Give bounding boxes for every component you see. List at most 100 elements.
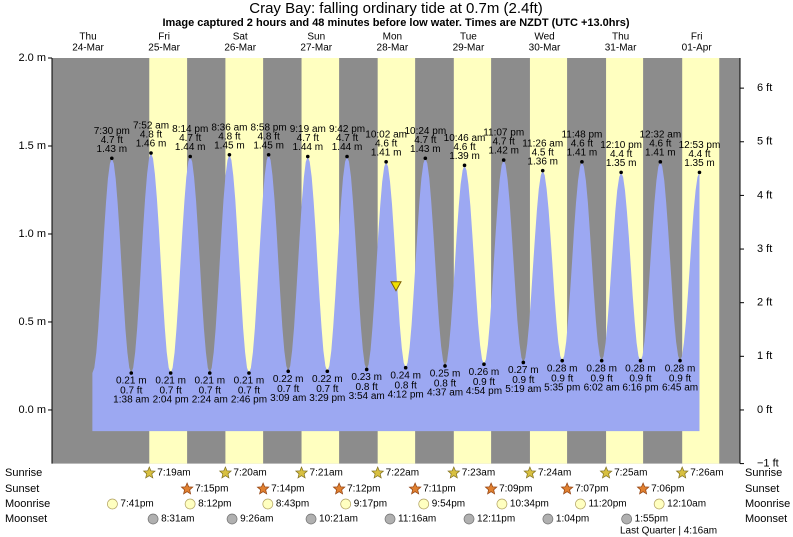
tide-point xyxy=(345,154,349,159)
y-tick-label: 1.5 m xyxy=(18,140,46,152)
tide-label: 1.44 m xyxy=(175,142,206,153)
event-icon xyxy=(184,498,196,510)
row-label: Sunrise xyxy=(745,467,782,479)
tide-label: 0.24 m xyxy=(390,370,421,381)
tide-label: 10:46 am xyxy=(444,133,486,144)
tide-point xyxy=(521,360,526,365)
chart-subtitle: Image captured 2 hours and 48 minutes be… xyxy=(162,17,629,29)
row-label: Moonrise xyxy=(5,498,50,510)
tide-point xyxy=(305,154,310,159)
day-date: 27-Mar xyxy=(300,43,332,54)
event-icon xyxy=(575,498,586,510)
tide-label: 10:02 am xyxy=(365,129,407,140)
tide-label: 6:45 am xyxy=(662,382,698,393)
y2-tick-label: 6 ft xyxy=(757,82,772,94)
event-time: 7:09pm xyxy=(499,484,532,495)
tide-point xyxy=(227,152,232,157)
tide-label: 1.44 m xyxy=(332,142,363,153)
tide-label: 0.28 m xyxy=(586,363,617,374)
tide-point xyxy=(462,163,467,168)
event-time: 10:21am xyxy=(319,514,358,525)
event-icon xyxy=(408,482,422,495)
y2-tick-label: 1 ft xyxy=(757,350,772,362)
tide-label: 9:19 am xyxy=(290,124,326,135)
event-time: 8:43pm xyxy=(276,499,309,510)
tide-label: 6:16 pm xyxy=(622,382,658,393)
tide-label: 0.9 ft xyxy=(669,373,691,384)
tide-point xyxy=(501,158,506,162)
tide-label: 0.25 m xyxy=(430,369,461,380)
event-icon xyxy=(599,466,613,479)
tide-label: 1.35 m xyxy=(684,158,715,169)
event-time: 9:26am xyxy=(240,514,273,525)
tide-label: 4.7 ft xyxy=(414,135,436,146)
event-icon xyxy=(447,466,461,479)
tide-label: 0.8 ft xyxy=(434,379,456,390)
day-weekday: Mon xyxy=(383,32,402,43)
tide-point xyxy=(384,160,388,164)
event-icon xyxy=(147,513,159,525)
tide-label: 4.7 ft xyxy=(493,137,515,148)
event-time: 7:23am xyxy=(462,468,495,479)
y-tick-label: 1.0 m xyxy=(18,228,46,240)
event-icon xyxy=(675,466,689,479)
event-icon xyxy=(340,498,352,510)
event-time: 12:10am xyxy=(667,499,706,510)
tide-point xyxy=(168,371,173,375)
row-label: Moonset xyxy=(5,513,47,525)
tide-label: 1.43 m xyxy=(97,144,128,155)
tide-point xyxy=(638,358,643,363)
tide-label: 0.26 m xyxy=(469,367,500,378)
tide-label: 0.21 m xyxy=(194,376,225,387)
day-weekday: Sun xyxy=(307,32,325,43)
event-time: 7:20am xyxy=(233,468,266,479)
tide-point xyxy=(286,369,291,374)
y-tick-label: 0.5 m xyxy=(18,316,46,328)
tide-label: 11:48 pm xyxy=(561,129,602,140)
tide-label: 1.39 m xyxy=(449,151,480,162)
event-time: 7:07pm xyxy=(575,484,608,495)
event-time: 7:26am xyxy=(690,468,723,479)
tide-label: 4.7 ft xyxy=(336,133,358,144)
tide-label: 2:24 am xyxy=(192,395,228,406)
event-time: 9:54pm xyxy=(432,499,465,510)
tide-label: 12:10 pm xyxy=(600,140,642,151)
row-label: Moonset xyxy=(745,513,787,525)
row-label: Moonrise xyxy=(745,498,790,510)
y2-tick-label: 0 ft xyxy=(757,404,772,416)
tide-label: 0.21 m xyxy=(234,376,265,387)
event-icon xyxy=(218,466,232,479)
tide-label: 0.27 m xyxy=(508,365,539,376)
event-time: 7:06pm xyxy=(651,484,684,495)
tide-point xyxy=(658,160,663,164)
tide-label: 1.41 m xyxy=(567,147,598,158)
event-icon xyxy=(262,498,274,510)
event-icon xyxy=(496,498,508,510)
event-icon xyxy=(384,513,396,525)
tide-label: 7:52 am xyxy=(133,121,169,132)
tide-label: 1:38 am xyxy=(113,395,149,406)
tide-point xyxy=(266,152,271,157)
tide-label: 0.9 ft xyxy=(551,373,573,384)
tide-label: 4.4 ft xyxy=(688,149,710,160)
tide-point xyxy=(325,369,330,374)
tide-label: 11:26 am xyxy=(522,138,563,149)
event-icon xyxy=(636,482,650,495)
tide-point xyxy=(599,358,604,363)
tide-label: 4.8 ft xyxy=(257,131,279,142)
current-level-marker xyxy=(390,281,402,292)
day-date: 25-Mar xyxy=(148,43,180,54)
tide-label: 4.6 ft xyxy=(649,138,671,149)
tide-point xyxy=(423,156,428,161)
event-time: 1:55pm xyxy=(635,514,668,525)
tide-label: 11:07 pm xyxy=(483,128,524,139)
day-date: 30-Mar xyxy=(529,43,561,54)
tide-label: 0.9 ft xyxy=(473,377,495,388)
event-time: 7:15pm xyxy=(195,484,228,495)
y-tick-label: 2.0 m xyxy=(18,52,46,64)
tide-label: 0.7 ft xyxy=(316,384,338,395)
tide-label: 4:37 am xyxy=(427,388,463,399)
event-icon xyxy=(418,498,430,510)
event-time: 7:19am xyxy=(157,468,190,479)
event-icon xyxy=(294,466,309,479)
